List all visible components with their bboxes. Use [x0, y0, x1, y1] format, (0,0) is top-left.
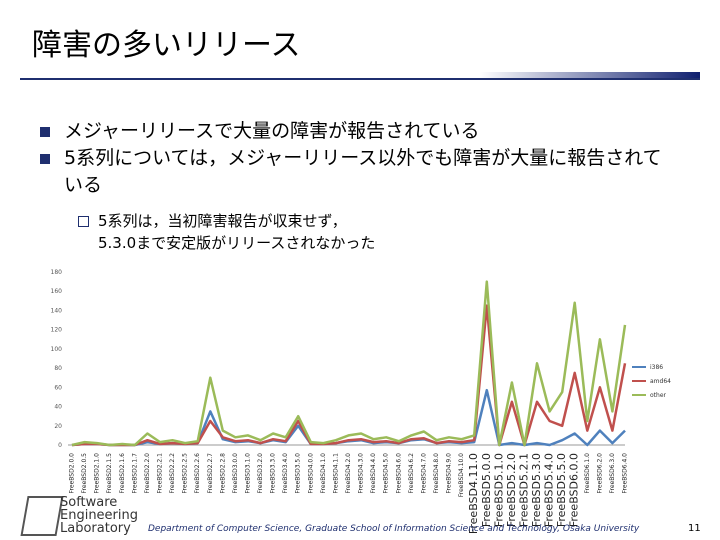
logo-icon: [20, 496, 64, 536]
x-tick-label: FreeBSD3.0.0: [232, 453, 239, 494]
bullet-list: メジャーリリースで大量の障害が報告されている 5系列については，メジャーリリース…: [40, 118, 680, 199]
x-tick-label: FreeBSD5.2.0: [505, 453, 518, 527]
x-tick-label: FreeBSD4.3.0: [358, 453, 365, 494]
x-tick-label: FreeBSD3.4.0: [282, 453, 289, 494]
x-tick-label: FreeBSD5.3.0: [530, 453, 543, 527]
y-tick-label: 40: [54, 404, 62, 411]
title-rule: [20, 78, 700, 80]
x-tick-label: FreeBSD4.10.0: [458, 453, 465, 497]
x-tick-label: FreeBSD2.2.8: [219, 453, 226, 494]
x-tick-label: FreeBSD2.2.0: [144, 453, 151, 494]
x-tick-label: FreeBSD6.1.0: [584, 453, 591, 494]
x-tick-label: FreeBSD2.2.5: [182, 453, 189, 494]
y-tick-label: 60: [54, 384, 62, 391]
footer-department: Department of Computer Science, Graduate…: [148, 524, 640, 534]
logo-line: Engineering: [60, 508, 138, 523]
x-tick-label: FreeBSD3.5.0: [295, 453, 302, 494]
x-tick-label: FreeBSD6.4.0: [622, 453, 629, 494]
slide-title: 障害の多いリリース: [32, 28, 301, 63]
x-tick-label: FreeBSD5.2.1: [517, 453, 530, 527]
x-tick-label: FreeBSD4.6.2: [408, 453, 415, 494]
x-tick-label: FreeBSD4.1.1: [332, 453, 339, 494]
y-tick-label: 180: [51, 269, 63, 276]
x-tick-label: FreeBSD2.2.1: [156, 453, 163, 494]
x-tick-label: FreeBSD2.1.6: [119, 453, 126, 494]
x-tick-label: FreeBSD5.0.0: [480, 453, 493, 527]
legend-label: amd64: [650, 378, 671, 385]
chart-background: [55, 262, 655, 514]
x-tick-label: FreeBSD4.9.0: [446, 453, 453, 494]
sub-bullet-line: 5.3.0まで安定版がリリースされなかった: [98, 234, 376, 252]
bullet: 5系列については，メジャーリリース以外でも障害が大量に報告されている: [40, 145, 680, 199]
x-tick-label: FreeBSD4.6.0: [395, 453, 402, 494]
x-tick-label: FreeBSD4.2.0: [345, 453, 352, 494]
lab-logo: Software Engineering Laboratory: [60, 496, 138, 535]
y-tick-label: 100: [51, 346, 63, 353]
x-tick-label: FreeBSD5.4.0: [543, 453, 556, 527]
y-tick-label: 160: [51, 288, 63, 295]
bullet: メジャーリリースで大量の障害が報告されている: [40, 118, 680, 145]
title-bar: [480, 72, 700, 80]
x-tick-label: FreeBSD6.0.0: [568, 453, 581, 527]
sub-bullet-line: 5系列は，当初障害報告が収束せず，: [98, 212, 347, 230]
x-tick-label: FreeBSD4.5.0: [383, 453, 390, 494]
x-tick-label: FreeBSD5.1.0: [492, 453, 505, 527]
legend-label: other: [650, 392, 667, 399]
x-tick-label: FreeBSD2.1.7: [131, 453, 138, 494]
x-tick-label: FreeBSD4.4.0: [370, 453, 377, 494]
x-tick-label: FreeBSD3.2.0: [257, 453, 264, 494]
x-tick-label: FreeBSD4.7.0: [420, 453, 427, 494]
logo-line: Software: [60, 495, 118, 510]
series-line: [71, 280, 627, 447]
x-tick-label: FreeBSD2.1.0: [94, 453, 101, 494]
logo-line: Laboratory: [60, 521, 131, 536]
legend-label: i386: [650, 364, 663, 371]
page-number: 11: [688, 523, 701, 534]
x-tick-label: FreeBSD2.2.6: [194, 453, 201, 494]
x-tick-label: FreeBSD2.0.5: [81, 453, 88, 494]
y-tick-label: 20: [54, 423, 62, 430]
y-tick-label: 0: [58, 442, 62, 449]
y-tick-label: 80: [54, 365, 62, 372]
x-tick-label: FreeBSD2.2.2: [169, 453, 176, 494]
x-tick-label: FreeBSD4.11.0: [467, 453, 480, 534]
y-tick-label: 120: [51, 327, 63, 334]
x-tick-label: FreeBSD3.3.0: [270, 453, 277, 494]
x-tick-label: FreeBSD3.1.0: [244, 453, 251, 494]
x-tick-label: FreeBSD6.3.0: [609, 453, 616, 494]
x-tick-label: FreeBSD2.1.5: [106, 453, 113, 494]
y-tick-label: 140: [51, 307, 63, 314]
x-tick-label: FreeBSD4.0.0: [307, 453, 314, 494]
sub-bullet: 5系列は，当初障害報告が収束せず， 5.3.0まで安定版がリリースされなかった: [78, 210, 375, 254]
x-tick-label: FreeBSD2.0.0: [69, 453, 76, 494]
series-line: [71, 304, 627, 447]
x-tick-label: FreeBSD4.1.0: [320, 453, 327, 494]
x-tick-label: FreeBSD4.8.0: [433, 453, 440, 494]
x-tick-label: FreeBSD5.5.0: [555, 453, 568, 527]
x-tick-label: FreeBSD6.2.0: [596, 453, 603, 494]
x-tick-label: FreeBSD2.2.7: [207, 453, 214, 494]
